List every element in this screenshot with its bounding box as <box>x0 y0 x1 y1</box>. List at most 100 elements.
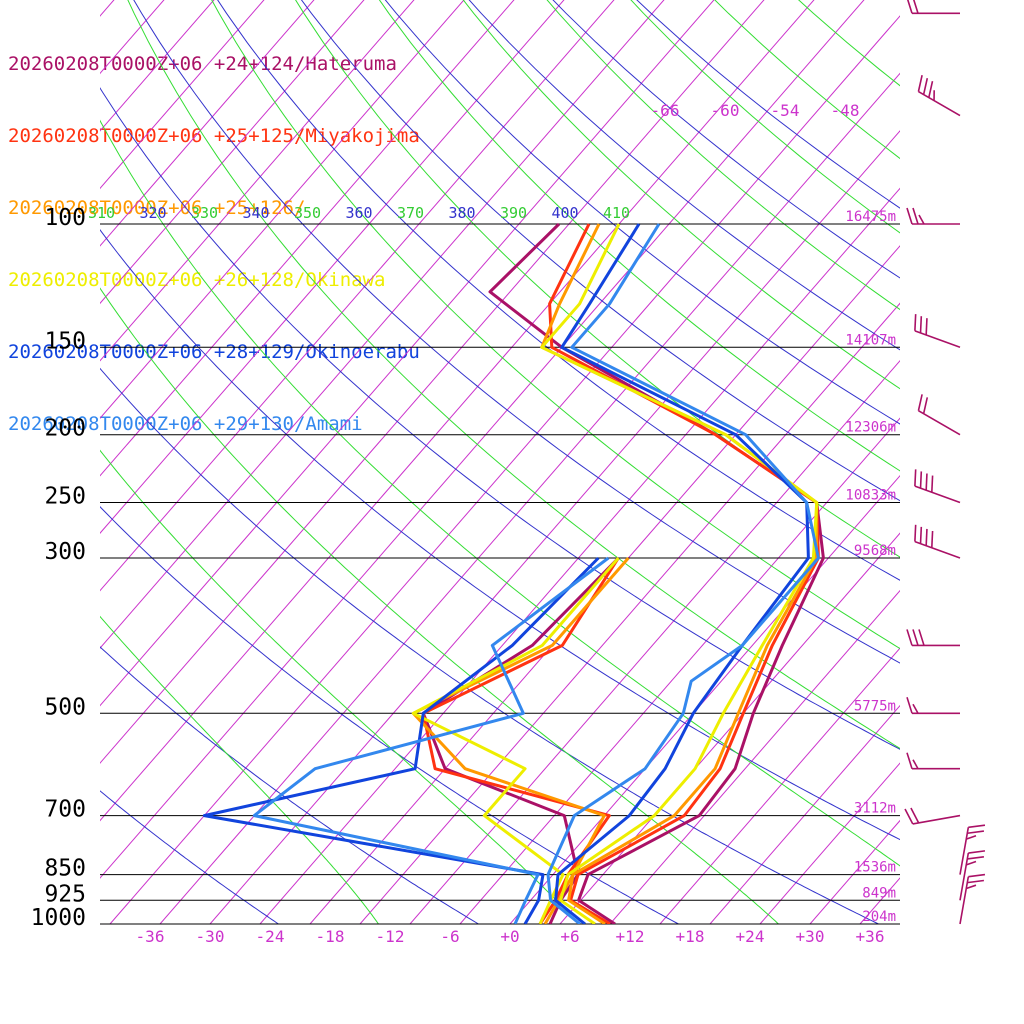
temp-tick-label: -36 <box>136 927 165 946</box>
upper-temp-label: -48 <box>831 101 860 120</box>
moist-adiabat <box>546 0 900 311</box>
isotherm <box>100 0 365 305</box>
theta-label: 390 <box>500 204 527 222</box>
dry-adiabat-lines <box>100 0 900 924</box>
isotherm <box>100 0 465 420</box>
isotherm <box>960 0 1024 924</box>
dewpoint-profile <box>411 557 620 924</box>
legend-item: 20260208T0000Z+06 +29+130/Amami <box>8 413 363 435</box>
moist-adiabat <box>462 0 900 390</box>
theta-label: 370 <box>397 204 424 222</box>
dry-adiabat <box>384 0 900 425</box>
pressure-label: 500 <box>44 694 86 720</box>
dry-adiabat <box>300 0 900 502</box>
isotherm <box>359 302 900 924</box>
upper-temp-label: -60 <box>711 101 740 120</box>
temp-tick-label: -6 <box>440 927 459 946</box>
moist-adiabat <box>100 287 779 924</box>
theta-label: 380 <box>449 204 476 222</box>
wind-barb <box>914 524 961 559</box>
isotherm <box>100 0 565 534</box>
isotherm <box>509 474 900 924</box>
wind-barb <box>904 807 961 825</box>
dewpoint-profile <box>252 556 610 924</box>
dewpoint-profile <box>421 557 620 924</box>
height-label: 849m <box>862 885 896 901</box>
height-label: 1536m <box>854 860 896 876</box>
wind-barbs <box>904 0 986 925</box>
isotherm <box>109 15 900 924</box>
temp-tick-label: +12 <box>616 927 645 946</box>
isotherm <box>100 0 265 190</box>
pressure-label: 1000 <box>31 905 86 931</box>
temperature-profile <box>546 223 820 924</box>
isotherm <box>209 130 900 924</box>
dry-adiabat <box>100 87 900 750</box>
wind-barb <box>906 629 960 647</box>
isotherm <box>309 245 900 924</box>
temp-tick-label: +24 <box>736 927 765 946</box>
theta-label: 350 <box>294 204 321 222</box>
wind-barb <box>917 75 961 117</box>
wind-barb <box>959 824 986 875</box>
temp-tick-label: +30 <box>796 927 825 946</box>
legend-item: 20260208T0000Z+06 +25+125/Miyakojima <box>8 125 420 147</box>
theta-label: 340 <box>243 204 270 222</box>
pressure-label: 700 <box>44 797 86 823</box>
pressure-label: 200 <box>44 416 86 442</box>
pressure-label: 100 <box>44 205 86 231</box>
pressure-label: 925 <box>44 881 86 907</box>
dry-adiabat <box>100 229 900 841</box>
height-label: 204m <box>862 909 896 925</box>
height-label: 12306m <box>845 420 896 436</box>
wind-barb <box>959 850 986 901</box>
isotherm <box>559 532 900 924</box>
isotherm <box>100 0 515 477</box>
isotherm <box>259 187 900 924</box>
theta-label: 330 <box>191 204 218 222</box>
pressure-label: 850 <box>44 856 86 882</box>
legend: 20260208T0000Z+06 +24+124/Hateruma 20260… <box>8 4 420 460</box>
moist-adiabat <box>378 0 900 472</box>
moist-adiabat <box>127 0 900 750</box>
theta-label: 320 <box>140 204 167 222</box>
wind-barb <box>914 314 961 349</box>
moist-adiabat <box>798 0 900 87</box>
height-label: 5775m <box>854 698 896 714</box>
dry-adiabat <box>100 646 479 924</box>
wind-barb <box>906 207 960 225</box>
isotherm <box>100 0 415 362</box>
temp-tick-label: +6 <box>560 927 579 946</box>
isotherm <box>1010 0 1024 924</box>
pressure-label: 150 <box>44 328 86 354</box>
temperature-profile <box>488 222 825 924</box>
dry-adiabat <box>217 0 900 581</box>
upper-temp-label: -54 <box>771 101 800 120</box>
isotherm <box>100 0 665 649</box>
isotherm <box>859 877 900 924</box>
isobar-lines <box>100 223 900 925</box>
dry-adiabat <box>100 790 279 924</box>
isotherm <box>100 0 815 822</box>
isotherm <box>759 762 900 924</box>
dry-adiabat <box>468 0 900 351</box>
isotherm <box>100 0 865 879</box>
isotherm <box>100 0 315 247</box>
isotherm <box>409 360 900 924</box>
sounding-profiles <box>202 222 825 924</box>
temperature-profile <box>540 223 819 924</box>
height-label: 3112m <box>854 801 896 817</box>
isotherm <box>159 72 900 924</box>
pressure-label: 300 <box>44 539 86 565</box>
wind-barb <box>906 752 960 770</box>
temp-tick-label: -24 <box>256 927 285 946</box>
axis-labels: 100 16475m 150 14107m 200 12306m 250 10833m 300 9… <box>31 101 896 946</box>
dry-adiabat <box>133 0 900 664</box>
wind-barb <box>914 469 961 504</box>
isotherm <box>100 0 215 132</box>
wind-barb <box>917 394 961 436</box>
moist-adiabat <box>100 615 379 924</box>
height-label: 10833m <box>845 488 896 504</box>
theta-label: 400 <box>552 204 579 222</box>
